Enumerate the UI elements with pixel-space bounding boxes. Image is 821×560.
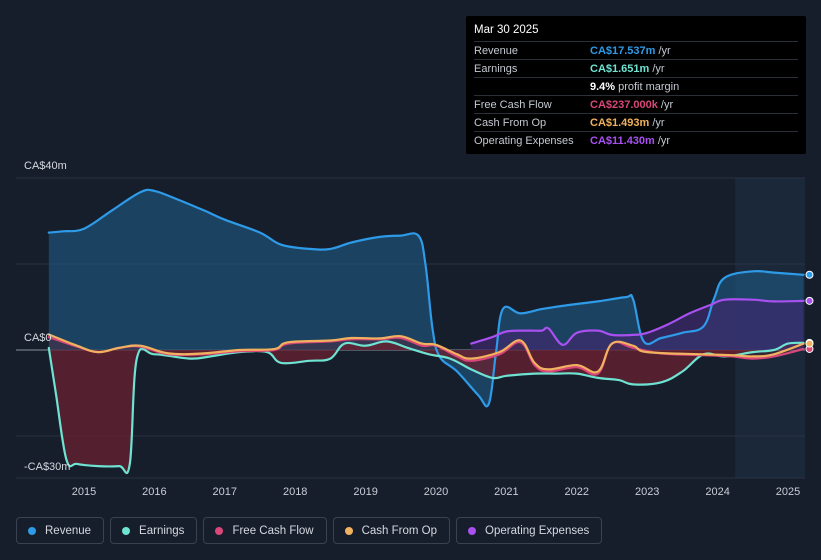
series-end-point-operating-expenses	[805, 296, 814, 305]
tooltip-value: CA$237.000k	[590, 98, 658, 111]
legend-dot-icon	[122, 526, 131, 535]
legend-label: Operating Expenses	[485, 524, 590, 537]
tooltip-value: CA$1.493m	[590, 116, 650, 129]
legend-label: Cash From Op	[361, 524, 438, 537]
legend-dot-icon	[344, 526, 353, 535]
y-tick-label: CA$0	[24, 332, 52, 344]
legend-dot-icon	[215, 526, 224, 535]
tooltip-value: CA$17.537m	[590, 44, 656, 57]
tooltip-value: CA$11.430m	[590, 134, 655, 147]
x-tick-label: 2015	[72, 486, 96, 498]
series-area-earnings	[48, 341, 804, 474]
series-end-point-cash-from-op	[805, 339, 814, 348]
series-area-revenue	[48, 189, 804, 407]
legend-item-operating-expenses[interactable]: Operating Expenses	[456, 517, 603, 544]
series-line-revenue	[47, 188, 805, 408]
legend-label: Free Cash Flow	[232, 524, 314, 537]
chart: CA$40m CA$0 -CA$30m 2015 2016 2017 2018 2019 20…	[16, 160, 814, 498]
tooltip-label: Earnings	[474, 62, 518, 75]
series-end-point-revenue	[805, 270, 814, 279]
tooltip-value: CA$1.651m	[590, 62, 650, 75]
legend-item-cash-from-op[interactable]: Cash From Op	[332, 517, 451, 544]
tooltip-unit: /yr	[660, 98, 674, 111]
x-tick-label: 2019	[353, 486, 377, 498]
legend-item-free-cash-flow[interactable]: Free Cash Flow	[203, 517, 327, 544]
tooltip-label: Operating Expenses	[474, 134, 574, 147]
x-tick-label: 2024	[705, 486, 729, 498]
tooltip-unit: /yr	[652, 116, 665, 129]
tooltip-unit: /yr	[657, 134, 671, 147]
tooltip-label: Revenue	[474, 44, 519, 57]
x-tick-label: 2018	[283, 486, 307, 498]
legend-dot-icon	[28, 526, 36, 535]
x-tick-label: 2025	[776, 486, 800, 498]
tooltip-row-opex: Operating Expenses CA$11.430m /yr	[474, 131, 798, 149]
x-tick-label: 2016	[142, 486, 166, 498]
tooltip: Mar 30 2025 Revenue CA$17.537m /yr Earni…	[466, 16, 806, 154]
tooltip-label: Cash From Op	[474, 116, 547, 129]
x-tick-label: 2017	[213, 486, 237, 498]
legend-item-revenue[interactable]: Revenue	[16, 517, 105, 544]
series-line-cash-from-op	[47, 333, 805, 374]
tooltip-row-earnings: Earnings CA$1.651m /yr	[474, 59, 798, 77]
x-tick-label: 2020	[424, 486, 448, 498]
series-line-operating-expenses	[470, 298, 805, 346]
tooltip-date: Mar 30 2025	[474, 24, 539, 36]
series-line-earnings	[47, 340, 805, 475]
y-tick-label: CA$40m	[24, 160, 67, 172]
legend-label: Earnings	[139, 524, 185, 537]
tooltip-value: 9.4%	[590, 80, 616, 93]
x-tick-label: 2023	[635, 486, 659, 498]
tooltip-unit: /yr	[658, 44, 671, 57]
series-area-free-cash-flow	[48, 337, 804, 375]
x-tick-label: 2022	[565, 486, 589, 498]
tooltip-row-margin: 9.4% profit margin	[474, 77, 798, 95]
legend-label: Revenue	[45, 524, 92, 537]
y-tick-label: -CA$30m	[24, 461, 70, 473]
tooltip-unit: profit margin	[618, 80, 680, 93]
legend-dot-icon	[468, 526, 477, 535]
legend: Revenue Earnings Free Cash Flow Cash Fro…	[16, 517, 603, 544]
tooltip-row-cfo: Cash From Op CA$1.493m /yr	[474, 113, 798, 131]
tooltip-unit: /yr	[652, 62, 665, 75]
tooltip-row-fcf: Free Cash Flow CA$237.000k /yr	[474, 95, 798, 113]
tooltip-label: Free Cash Flow	[474, 98, 552, 111]
legend-item-earnings[interactable]: Earnings	[110, 517, 198, 544]
x-tick-label: 2021	[494, 486, 518, 498]
tooltip-row-revenue: Revenue CA$17.537m /yr	[474, 41, 798, 59]
